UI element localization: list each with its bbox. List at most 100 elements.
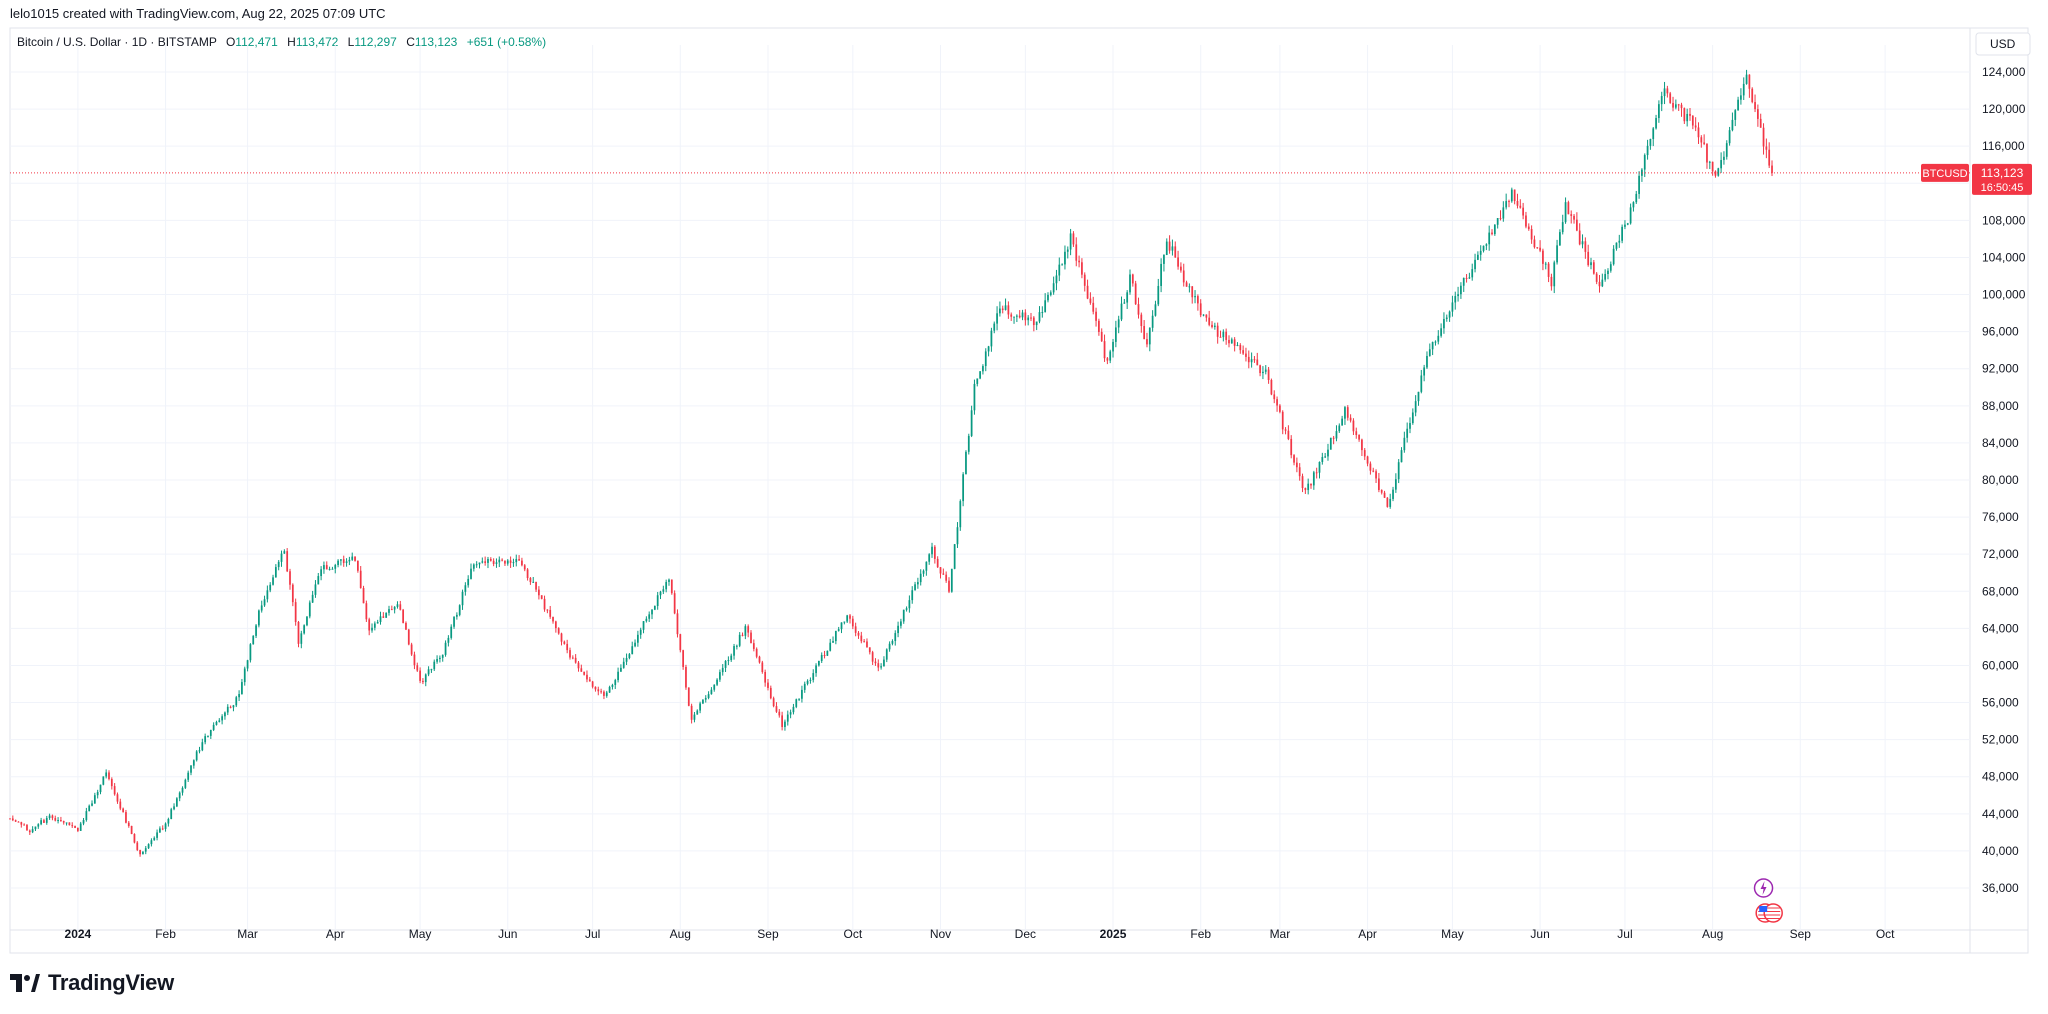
candle	[617, 667, 619, 683]
candle	[82, 817, 85, 826]
symbol-title[interactable]: Bitcoin / U.S. Dollar · 1D · BITSTAMP	[17, 35, 217, 49]
us-economic-events-icon[interactable]	[1755, 903, 1783, 923]
candle-body	[393, 606, 396, 610]
currency-box[interactable]	[1975, 32, 2031, 56]
candle	[1431, 341, 1434, 356]
candle	[1652, 127, 1655, 147]
last-price-tag[interactable]	[1972, 163, 2032, 195]
candle	[1341, 415, 1343, 426]
candle-body	[761, 662, 764, 673]
candle-body	[1058, 264, 1061, 276]
candle-body	[1372, 470, 1375, 472]
open-value: 112,471	[235, 35, 278, 49]
candle-body	[487, 558, 489, 563]
candle-body	[982, 366, 984, 372]
candle-body	[546, 609, 549, 611]
candle-body	[902, 609, 905, 622]
candle	[91, 800, 93, 807]
candle-body	[1660, 96, 1663, 105]
candle-body	[396, 604, 399, 607]
candle-body	[57, 820, 59, 822]
candle-body	[620, 667, 622, 672]
candle-body	[1508, 201, 1510, 203]
candle	[323, 561, 325, 574]
candle	[1660, 91, 1663, 112]
candle	[894, 630, 897, 646]
candle-body	[390, 609, 393, 611]
x-tick-label: Apr	[1358, 927, 1377, 941]
candle-body	[1049, 292, 1052, 295]
candle	[1143, 320, 1146, 340]
candle	[1146, 332, 1148, 348]
candle	[1578, 223, 1581, 246]
candle-body	[1035, 321, 1038, 326]
currency-label[interactable]: USD	[1990, 37, 2016, 51]
candle	[93, 792, 96, 804]
candle-body	[430, 669, 433, 671]
candle-body	[857, 632, 860, 636]
candle-body	[631, 646, 634, 655]
candle	[665, 579, 668, 593]
candle	[523, 564, 526, 572]
candle	[1304, 487, 1307, 494]
candle-body	[617, 671, 619, 681]
candle	[1674, 99, 1677, 110]
candle	[942, 568, 945, 575]
candle	[614, 678, 617, 690]
candle	[1089, 292, 1092, 305]
candle-body	[1112, 341, 1114, 352]
candle-body	[125, 812, 127, 823]
candle-body	[1219, 336, 1222, 338]
candle-body	[786, 714, 789, 722]
candle-body	[922, 570, 925, 574]
candle	[628, 652, 631, 660]
candle-body	[79, 823, 82, 831]
candle	[390, 605, 393, 611]
candle	[719, 669, 721, 682]
candle-body	[1666, 88, 1669, 94]
candle	[996, 306, 998, 331]
candle	[62, 820, 65, 825]
candle	[857, 631, 860, 639]
tradingview-logo-icon	[10, 974, 40, 992]
candle-body	[1556, 245, 1558, 263]
candle-body	[1451, 302, 1454, 312]
tradingview-logo[interactable]: TradingView	[10, 968, 174, 998]
candle	[246, 659, 249, 672]
candle-body	[1632, 202, 1635, 208]
candle-body	[996, 313, 998, 324]
candle	[1276, 396, 1278, 412]
candle	[399, 600, 402, 611]
candle-body	[730, 655, 733, 661]
candle-body	[854, 626, 857, 633]
y-tick-label: 96,000	[1982, 325, 2019, 339]
candle	[543, 595, 546, 612]
candle	[1643, 153, 1646, 178]
candle	[1762, 123, 1765, 155]
candle-body	[1344, 407, 1346, 419]
candle-body	[1505, 201, 1508, 208]
candle	[105, 769, 108, 779]
ticker-tag[interactable]	[1921, 163, 1969, 182]
candle	[235, 695, 238, 708]
candle	[826, 650, 829, 657]
candle-body	[354, 556, 356, 561]
candle	[274, 564, 277, 578]
candle-body	[1366, 456, 1369, 464]
candle	[1301, 473, 1304, 493]
candle	[922, 569, 925, 577]
lightning-event-icon[interactable]	[1753, 878, 1774, 898]
candle	[492, 558, 495, 567]
overlay: BTCUSD 113,123 16:50:45	[10, 163, 2032, 923]
candle-body	[192, 760, 195, 766]
candle	[854, 622, 857, 637]
candle-body	[1044, 300, 1047, 313]
candle-body	[1386, 497, 1389, 507]
candle-body	[1295, 462, 1298, 468]
candle-body	[1146, 339, 1148, 345]
candle	[340, 559, 342, 566]
candle	[1771, 160, 1773, 177]
candle	[96, 789, 99, 799]
candle	[1315, 467, 1318, 479]
